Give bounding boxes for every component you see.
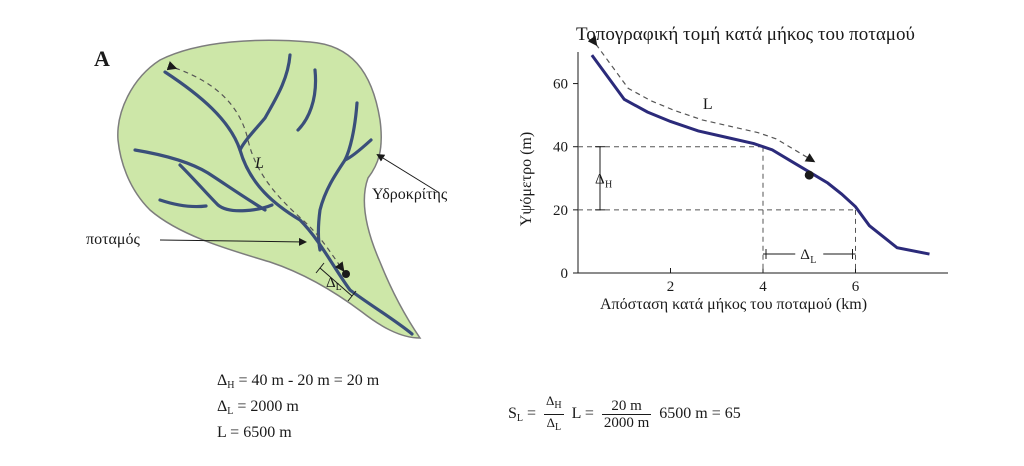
length-path-chart bbox=[587, 35, 816, 163]
x-tick-label-4: 4 bbox=[759, 279, 767, 295]
length-label-basin: L bbox=[255, 155, 264, 172]
y-tick-label-0: 0 bbox=[561, 266, 569, 282]
divide-leader bbox=[376, 153, 439, 193]
fraction-dh-dl: ΔH ΔL bbox=[544, 393, 564, 433]
delta-h-sub: H bbox=[605, 179, 612, 190]
equation-delta-h: ΔH = 40 m - 20 m = 20 m bbox=[217, 372, 380, 391]
length-label-chart: L bbox=[703, 96, 713, 113]
fraction-values: 20 m 2000 m bbox=[601, 398, 652, 431]
y-tick-label-20: 20 bbox=[553, 203, 568, 219]
equation-slope: SL = ΔH ΔL L = 20 m 2000 m 6500 m = 65 bbox=[508, 393, 741, 436]
river-label: ποταμός bbox=[86, 231, 140, 248]
delta-l-label-chart: Δ bbox=[800, 247, 810, 263]
x-axis-label: Απόσταση κατά μήκος του ποταμού (km) bbox=[600, 296, 868, 313]
river-leader bbox=[159, 237, 307, 246]
river-point bbox=[342, 270, 350, 278]
y-tick-label-60: 60 bbox=[553, 77, 568, 93]
divide-label: Υδροκρίτης bbox=[372, 186, 448, 203]
y-tick-label-40: 40 bbox=[553, 140, 568, 156]
marker-point bbox=[804, 170, 814, 180]
delta-l-bracket-basin bbox=[315, 262, 357, 302]
y-axis-label: Υψόμετρο (m) bbox=[518, 131, 535, 227]
x-tick-label-6: 6 bbox=[852, 279, 860, 295]
equation-delta-l: ΔL = 2000 m bbox=[217, 398, 299, 417]
delta-l-label-basin: ΔL bbox=[326, 275, 342, 293]
chart-title: Τοπογραφική τομή κατά μήκος του ποταμού bbox=[576, 24, 915, 45]
delta-l-label-bg bbox=[795, 244, 824, 263]
tributary-4 bbox=[343, 138, 373, 162]
length-path bbox=[166, 61, 345, 272]
panel-label: A bbox=[94, 46, 110, 71]
delta-l-sub-chart: L bbox=[810, 255, 816, 266]
x-tick-label-2: 2 bbox=[667, 279, 675, 295]
delta-h-label: Δ bbox=[595, 171, 605, 187]
profile-line bbox=[590, 54, 930, 256]
equation-l: L = 6500 m bbox=[217, 424, 292, 441]
